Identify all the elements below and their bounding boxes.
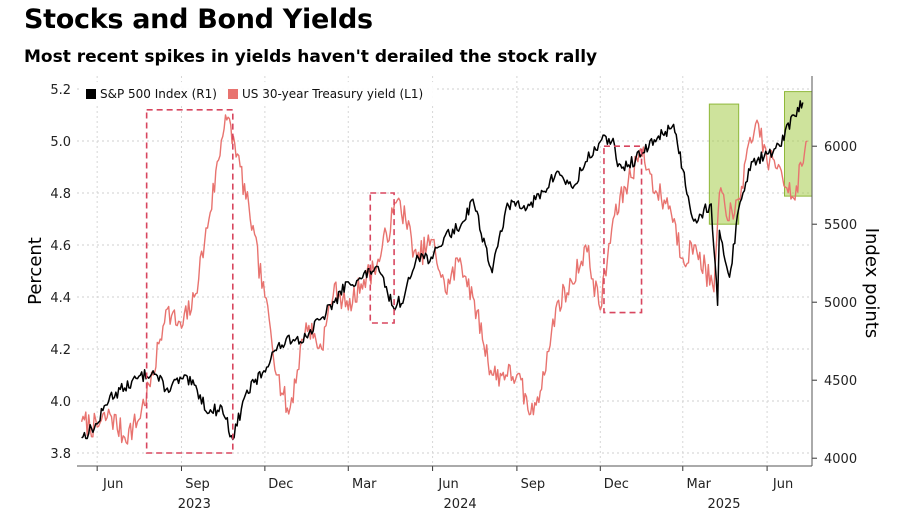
- grid: [77, 76, 812, 466]
- x-year-label: 2023: [178, 497, 211, 510]
- x-month-label: Sep: [185, 477, 210, 492]
- right-tick-label: 4000: [824, 452, 857, 467]
- legend: S&P 500 Index (R1) US 30-year Treasury y…: [80, 82, 435, 106]
- x-month-label: Mar: [687, 477, 712, 492]
- left-tick-label: 4.8: [50, 187, 71, 202]
- x-year-label: 2025: [707, 497, 740, 510]
- right-tick-label: 4500: [824, 374, 857, 389]
- dashed-annotation-box: [145, 109, 234, 454]
- left-tick-label: 3.8: [50, 447, 71, 462]
- axes: 3.8 4.0 4.2 4.4 4.6 4.8 5.0 5.2 4000 4500 5000 5500…: [25, 76, 882, 510]
- legend-box: [80, 82, 435, 106]
- x-month-label: Mar: [352, 477, 377, 492]
- highlight-box: [708, 103, 740, 225]
- legend-label-sp500: S&P 500 Index (R1): [100, 87, 217, 101]
- legend-swatch-sp500: [86, 89, 96, 99]
- left-tick-label: 5.2: [50, 83, 71, 98]
- left-tick-label: 4.0: [50, 395, 71, 410]
- x-year-label: 2024: [444, 497, 477, 510]
- dashed-annotation-box: [369, 192, 395, 324]
- x-month-label: Jun: [437, 477, 458, 492]
- annotations-dashed: [145, 109, 643, 454]
- series-line-treasury-yield: [80, 114, 808, 445]
- legend-swatch-treasury: [228, 89, 238, 99]
- x-month-label: Dec: [604, 477, 629, 492]
- right-tick-label: 6000: [824, 140, 857, 155]
- left-tick-label: 5.0: [50, 135, 71, 150]
- annotations-shaded: [708, 91, 813, 225]
- left-axis-title: Percent: [25, 237, 46, 305]
- x-month-label: Sep: [521, 477, 546, 492]
- x-month-label: Dec: [268, 477, 293, 492]
- left-tick-label: 4.6: [50, 239, 71, 254]
- right-axis-title: Index points: [861, 228, 882, 339]
- right-tick-label: 5500: [824, 218, 857, 233]
- series-lines: [80, 100, 808, 445]
- legend-label-treasury: US 30-year Treasury yield (L1): [242, 87, 423, 101]
- series-line-sp500: [81, 100, 804, 441]
- x-month-label: Jun: [772, 477, 793, 492]
- dashed-annotation-box: [603, 145, 643, 314]
- right-tick-label: 5000: [824, 296, 857, 311]
- chart-title: Stocks and Bond Yields: [24, 4, 373, 35]
- x-month-label: Jun: [102, 477, 123, 492]
- chart-subtitle: Most recent spikes in yields haven't der…: [24, 47, 598, 67]
- left-tick-label: 4.4: [50, 291, 71, 306]
- left-tick-label: 4.2: [50, 343, 71, 358]
